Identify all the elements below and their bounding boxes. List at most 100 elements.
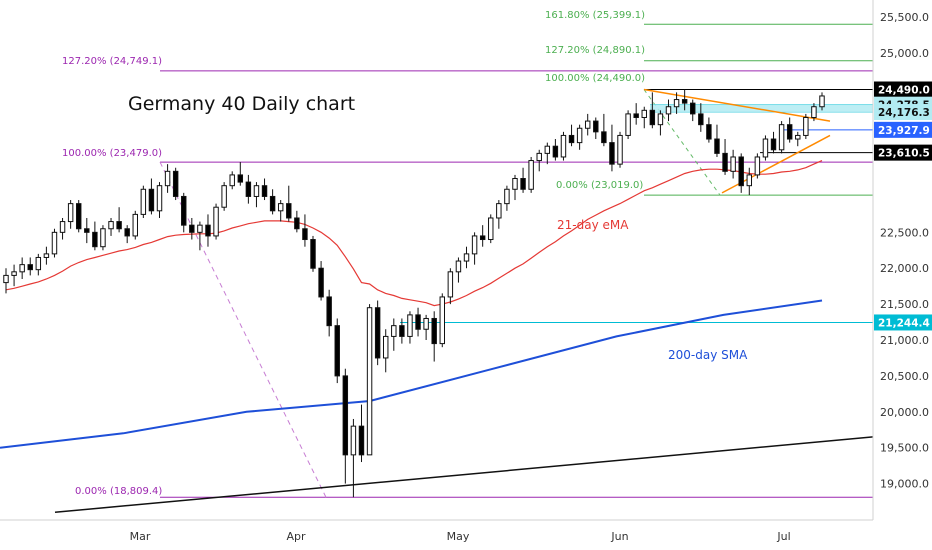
fib-label-127: 127.20% (24,890.1) <box>545 45 645 56</box>
fib-label-100: 100.00% (24,490.0) <box>545 73 645 84</box>
candle-body <box>19 264 25 273</box>
candle-body <box>221 185 227 208</box>
candle-body <box>172 170 179 197</box>
support-trendline <box>54 436 874 514</box>
resistance-band <box>650 104 873 113</box>
candle-body <box>407 314 413 337</box>
candle-body <box>197 224 203 233</box>
candle-body <box>609 142 615 165</box>
candle-body <box>673 99 680 108</box>
candle-body <box>431 317 437 345</box>
y-tick-label: 20,000.0 <box>880 406 929 419</box>
candle-body <box>3 274 9 284</box>
y-tick-label: 25,000.0 <box>880 47 929 60</box>
x-tick-label: Jul <box>776 530 790 543</box>
candle-body <box>334 325 340 377</box>
candle-body <box>786 124 793 140</box>
candle-body <box>213 206 219 237</box>
resistance-band-rect <box>650 104 873 113</box>
y-tick-label: 22,000.0 <box>880 262 929 275</box>
candle-body <box>383 335 389 359</box>
candle-body <box>140 188 147 215</box>
candle-body <box>92 231 98 248</box>
x-tick-label: Mar <box>130 530 151 543</box>
fib-label-purple-0: 0.00% (18,809.4) <box>75 486 162 497</box>
fib-label-0: 0.00% (23,019.0) <box>556 180 643 191</box>
candle-body <box>302 228 308 241</box>
candle-body <box>730 156 736 172</box>
candle-body <box>43 253 50 258</box>
candle-body <box>27 264 33 271</box>
candle-body <box>633 113 639 118</box>
candle-body <box>277 203 284 212</box>
candle-body <box>754 156 761 176</box>
candle-body <box>245 181 252 197</box>
candle-body <box>738 156 744 187</box>
candle-body <box>391 325 397 337</box>
candle-body <box>318 267 324 298</box>
y-axis: 25,500.025,000.024,500.022,500.022,000.0… <box>872 0 929 520</box>
price-tag-bg <box>874 144 932 161</box>
y-tick-label: 19,500.0 <box>880 442 929 455</box>
sma-200-line <box>0 299 823 449</box>
price-tag-bg <box>874 121 932 138</box>
candle-body <box>803 116 809 136</box>
chart-labels: Germany 40 Daily chart 21-day eMA 200-da… <box>62 10 748 497</box>
y-tick-label: 21,000.0 <box>880 334 929 347</box>
price-tags: 24,490.024,278.524,176.323,927.923,610.5… <box>874 81 932 331</box>
price-tag-label: 23,610.5 <box>878 148 930 160</box>
candle-body <box>11 271 17 276</box>
price-tag-label: 24,490.0 <box>878 84 930 96</box>
price-tag-label: 21,244.4 <box>878 317 930 329</box>
candle-body <box>116 221 122 230</box>
candle-body <box>811 106 817 118</box>
candle-body <box>326 296 332 327</box>
x-axis: Mar Apr May Jun Jul <box>0 519 873 543</box>
candle-body <box>795 134 801 140</box>
candle-body <box>488 217 494 241</box>
candle-body <box>576 127 583 144</box>
candle-body <box>269 195 276 212</box>
candle-body <box>568 134 575 144</box>
candle-body <box>471 235 478 255</box>
candle-body <box>544 145 551 154</box>
candle-body <box>374 307 381 359</box>
candle-body <box>286 203 292 219</box>
candle-body <box>415 314 421 330</box>
candle-body <box>75 203 82 230</box>
candle-body <box>770 138 777 151</box>
candle-body <box>681 99 688 104</box>
candle-body <box>560 134 567 158</box>
candle-body <box>593 120 599 133</box>
candle-body <box>617 134 623 165</box>
price-tag-bg <box>874 314 932 331</box>
candle-body <box>698 113 704 126</box>
candle-body <box>358 425 365 456</box>
candle-body <box>528 160 534 190</box>
ema-21-line <box>5 160 823 307</box>
candle-body <box>520 178 526 190</box>
candle-body <box>690 102 696 115</box>
candle-body <box>641 109 647 118</box>
candle-body <box>455 260 462 273</box>
price-tag-bg <box>874 81 932 98</box>
x-tick-label: Apr <box>286 530 306 543</box>
ema-label: 21-day eMA <box>557 218 629 232</box>
fib-label-purple-100: 100.00% (23,479.0) <box>62 148 162 159</box>
candle-body <box>124 228 130 237</box>
candle-body <box>148 188 155 212</box>
candle-body <box>536 152 542 162</box>
price-tag-bg <box>874 104 932 121</box>
x-tick-label: Jun <box>610 530 628 543</box>
y-tick-label: 19,000.0 <box>880 478 929 491</box>
fib-label-purple-127: 127.20% (24,749.1) <box>62 56 162 67</box>
candle-body <box>665 106 672 115</box>
candles <box>3 89 825 498</box>
y-tick-label: 21,500.0 <box>880 298 929 311</box>
candle-body <box>463 253 470 262</box>
candle-body <box>601 131 607 144</box>
y-tick-label: 20,500.0 <box>880 370 929 383</box>
candle-body <box>350 425 357 456</box>
